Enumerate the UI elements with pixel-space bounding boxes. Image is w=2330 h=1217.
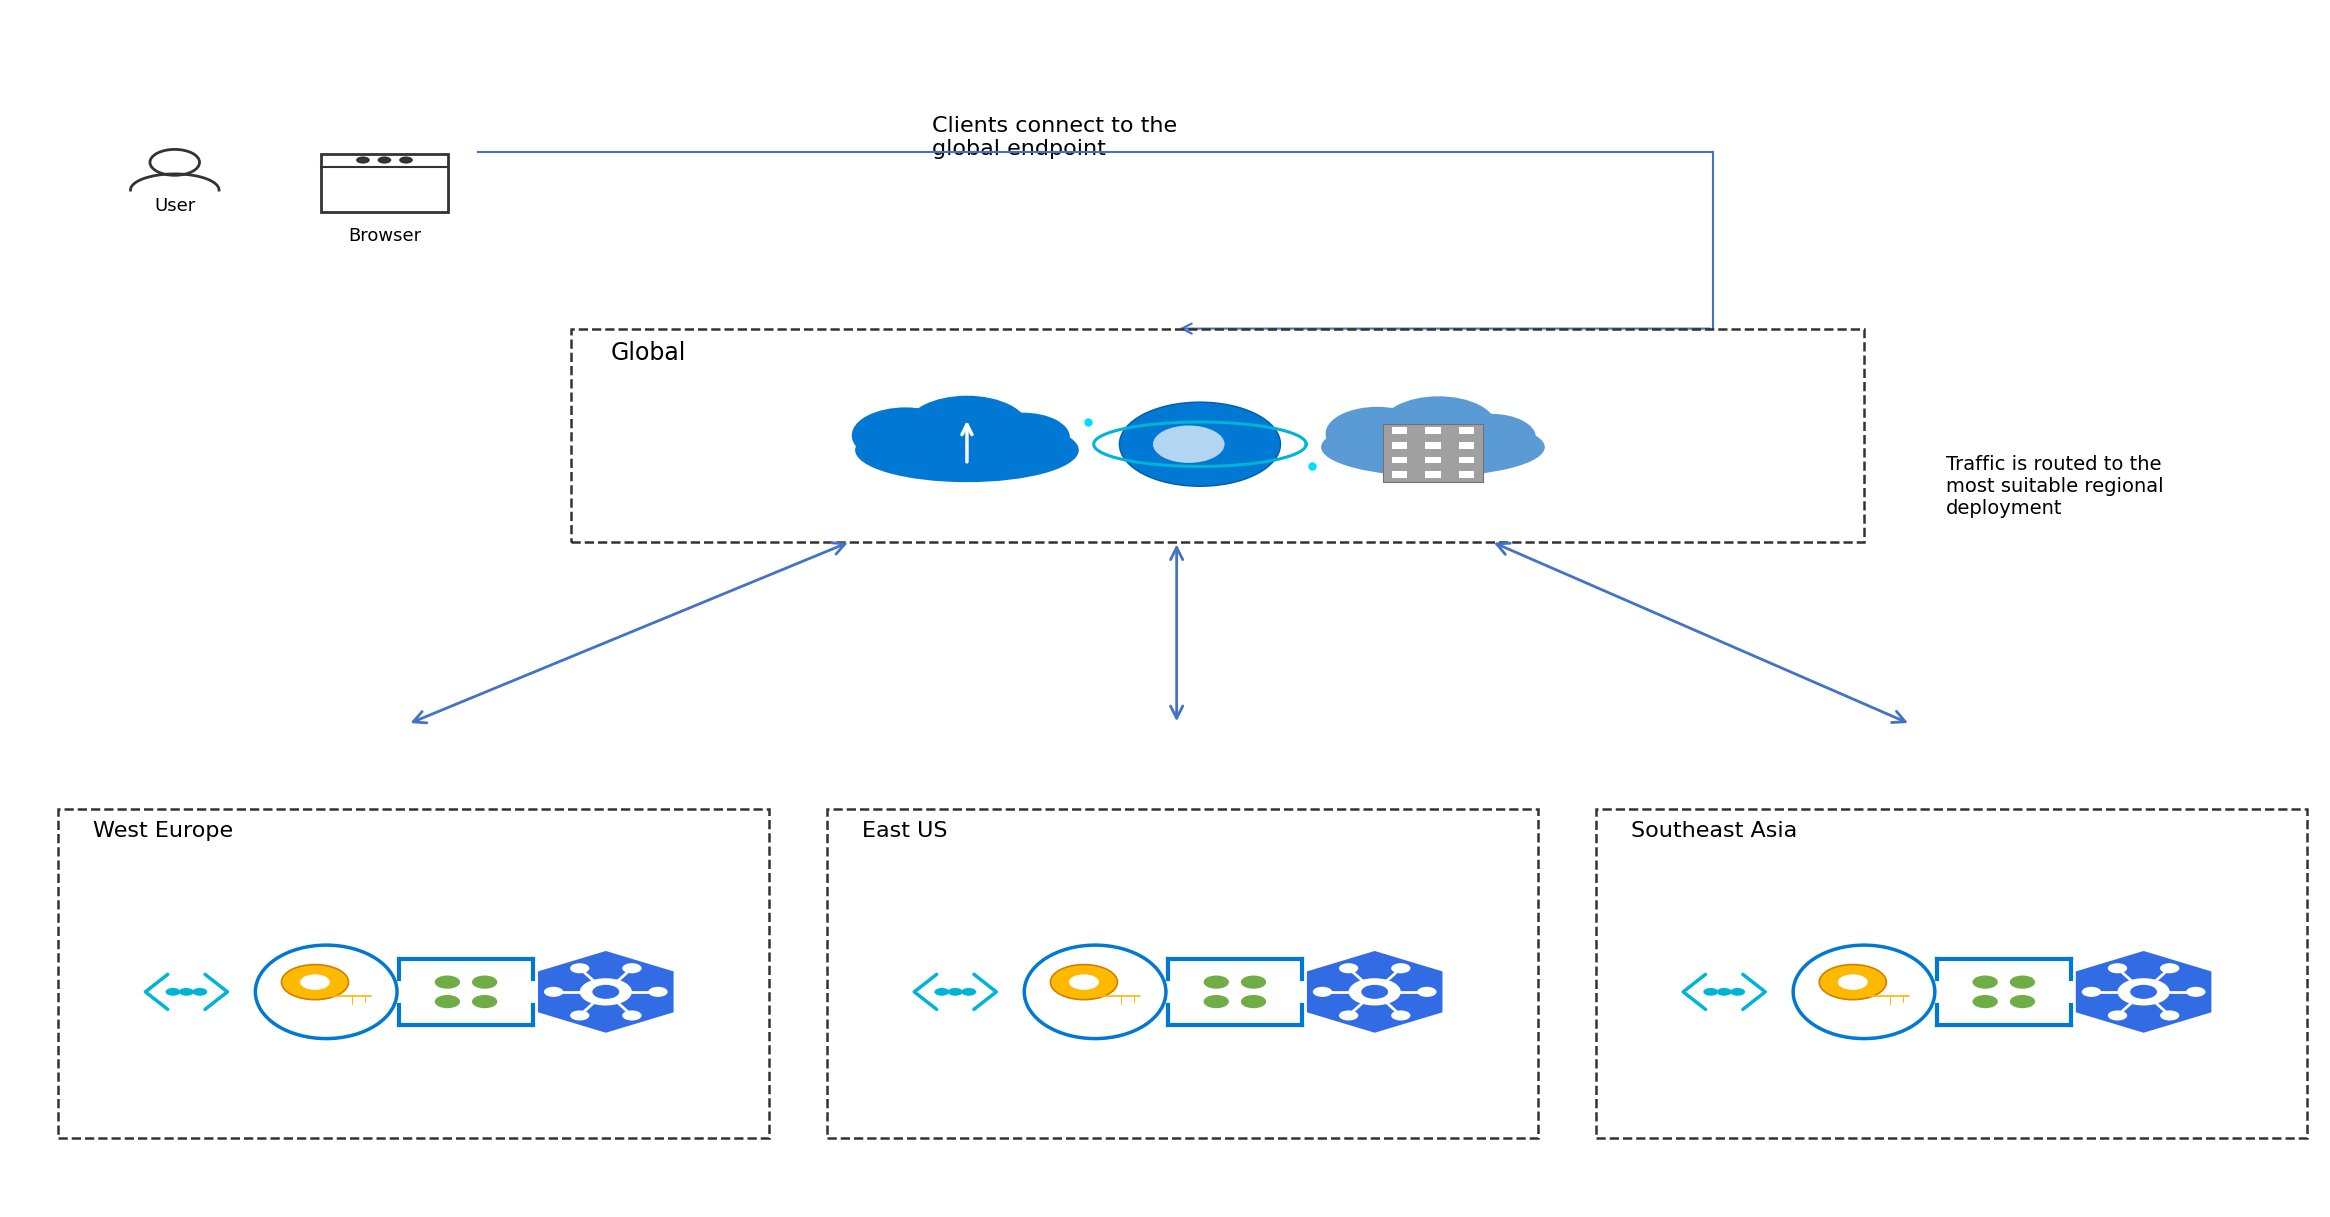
Circle shape <box>179 988 193 996</box>
Circle shape <box>571 1010 589 1021</box>
Circle shape <box>580 978 631 1005</box>
Circle shape <box>543 987 564 997</box>
Polygon shape <box>1307 950 1442 1033</box>
Circle shape <box>377 157 391 163</box>
Bar <box>1459 442 1475 449</box>
Circle shape <box>1703 988 1717 996</box>
Circle shape <box>1340 1010 1358 1021</box>
Circle shape <box>962 988 976 996</box>
Bar <box>1426 427 1440 434</box>
Circle shape <box>1242 976 1265 988</box>
Bar <box>827 809 1538 1138</box>
Circle shape <box>1974 976 1997 988</box>
Text: Global: Global <box>610 341 685 365</box>
Circle shape <box>2118 978 2169 1005</box>
Circle shape <box>1051 965 1118 999</box>
Circle shape <box>436 996 459 1008</box>
Circle shape <box>1717 988 1731 996</box>
Bar <box>1426 471 1440 478</box>
Ellipse shape <box>1321 417 1545 476</box>
Circle shape <box>1361 985 1389 999</box>
Circle shape <box>592 985 620 999</box>
Circle shape <box>282 965 350 999</box>
Circle shape <box>165 988 179 996</box>
Bar <box>1382 424 1484 482</box>
Circle shape <box>356 157 370 163</box>
Text: User: User <box>154 197 196 215</box>
Text: Browser: Browser <box>347 226 422 245</box>
Circle shape <box>948 988 962 996</box>
Circle shape <box>1340 963 1358 974</box>
Circle shape <box>1838 975 1869 989</box>
Circle shape <box>2081 987 2102 997</box>
Bar <box>1391 456 1407 464</box>
Circle shape <box>622 963 641 974</box>
Circle shape <box>193 988 207 996</box>
Circle shape <box>473 996 496 1008</box>
Circle shape <box>398 157 412 163</box>
Bar <box>58 809 769 1138</box>
Circle shape <box>1069 975 1100 989</box>
Circle shape <box>622 1010 641 1021</box>
Circle shape <box>1118 402 1282 487</box>
Circle shape <box>1391 1010 1410 1021</box>
Circle shape <box>906 396 1028 460</box>
Bar <box>1459 471 1475 478</box>
Circle shape <box>2130 985 2158 999</box>
Circle shape <box>2160 963 2179 974</box>
Circle shape <box>301 975 331 989</box>
Bar <box>1391 427 1407 434</box>
Bar <box>1426 442 1440 449</box>
Circle shape <box>2186 987 2207 997</box>
Bar <box>1391 442 1407 449</box>
Bar <box>571 329 1864 542</box>
Circle shape <box>2109 963 2127 974</box>
Circle shape <box>1205 996 1228 1008</box>
Circle shape <box>473 976 496 988</box>
Circle shape <box>2109 1010 2127 1021</box>
Circle shape <box>1820 965 1887 999</box>
Circle shape <box>2160 1010 2179 1021</box>
Text: West Europe: West Europe <box>93 821 233 841</box>
Polygon shape <box>538 950 673 1033</box>
Bar <box>1459 427 1475 434</box>
Text: Traffic is routed to the
most suitable regional
deployment: Traffic is routed to the most suitable r… <box>1946 455 2162 518</box>
Circle shape <box>1205 976 1228 988</box>
Circle shape <box>1312 987 1333 997</box>
Polygon shape <box>2076 950 2211 1033</box>
Text: Southeast Asia: Southeast Asia <box>1631 821 1796 841</box>
Circle shape <box>2011 976 2034 988</box>
Circle shape <box>648 987 669 997</box>
Ellipse shape <box>1794 946 1934 1038</box>
Bar <box>322 153 447 212</box>
Circle shape <box>976 413 1069 461</box>
Bar <box>1459 456 1475 464</box>
Circle shape <box>1242 996 1265 1008</box>
Bar <box>1391 471 1407 478</box>
Circle shape <box>436 976 459 988</box>
Ellipse shape <box>855 417 1079 482</box>
Ellipse shape <box>256 946 396 1038</box>
Circle shape <box>1379 397 1496 458</box>
Circle shape <box>1447 414 1535 460</box>
Circle shape <box>1417 987 1438 997</box>
Circle shape <box>1153 426 1226 462</box>
Circle shape <box>1391 963 1410 974</box>
Bar <box>1596 809 2307 1138</box>
Circle shape <box>1974 996 1997 1008</box>
Circle shape <box>571 963 589 974</box>
Circle shape <box>1349 978 1400 1005</box>
Circle shape <box>1326 406 1428 460</box>
Text: East US: East US <box>862 821 948 841</box>
Ellipse shape <box>1025 946 1165 1038</box>
Bar <box>1426 456 1440 464</box>
Circle shape <box>934 988 948 996</box>
Circle shape <box>2011 996 2034 1008</box>
Text: Clients connect to the
global endpoint: Clients connect to the global endpoint <box>932 116 1177 158</box>
Circle shape <box>853 408 960 464</box>
Circle shape <box>1731 988 1745 996</box>
